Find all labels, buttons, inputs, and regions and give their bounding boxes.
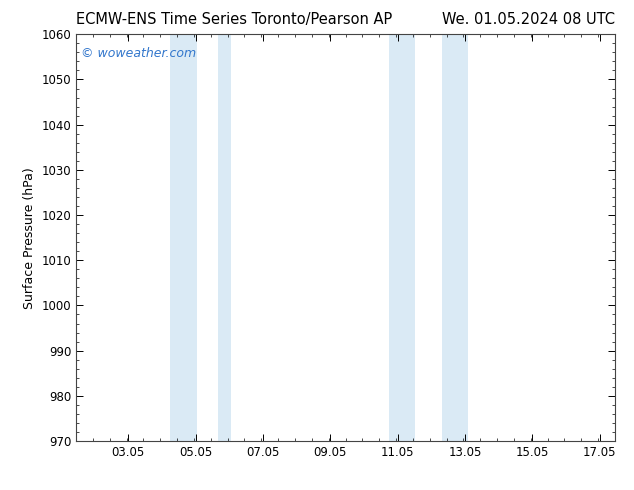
Bar [171, 34, 197, 441]
Text: We. 01.05.2024 08 UTC: We. 01.05.2024 08 UTC [442, 12, 615, 27]
Bar [441, 34, 469, 441]
Text: © woweather.com: © woweather.com [81, 47, 197, 59]
Y-axis label: Surface Pressure (hPa): Surface Pressure (hPa) [23, 167, 36, 309]
Text: ECMW-ENS Time Series Toronto/Pearson AP: ECMW-ENS Time Series Toronto/Pearson AP [76, 12, 392, 27]
Bar [217, 34, 231, 441]
Bar [389, 34, 415, 441]
